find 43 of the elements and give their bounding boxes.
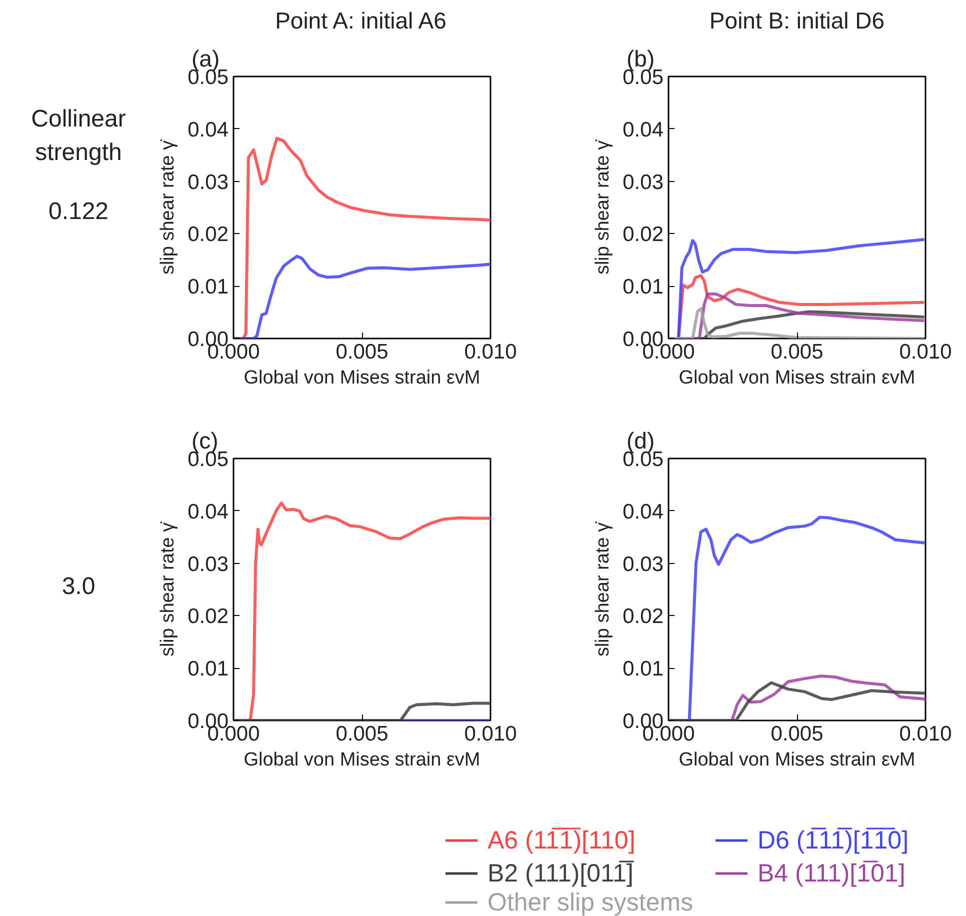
x-tick-label: 0.005 [770, 722, 824, 746]
x-axis-title: Global von Mises strain εvM [244, 750, 480, 770]
x-axis-title: Global von Mises strain εvM [244, 368, 480, 388]
y-tick-label: 0.01 [622, 276, 664, 299]
x-tick-label: 0.005 [336, 340, 388, 364]
x-axis-title: Global von Mises strain εvM [678, 750, 916, 770]
x-axis-title: Global von Mises strain εvM [678, 368, 916, 388]
y-axis-title: slip shear rate γ̇ [158, 521, 179, 657]
legend-label: A6 (11̅1̅)[110] [488, 826, 636, 854]
y-tick-label: 0.04 [188, 500, 229, 524]
legend-label: Other slip systems [488, 888, 694, 916]
y-tick-label: 0.01 [188, 658, 229, 681]
x-tick-label: 0.005 [770, 340, 824, 364]
y-tick-label: 0.04 [188, 118, 229, 142]
legend-label: D6 (1̅11̅)[1̅1̅0] [758, 826, 909, 854]
y-tick-label: 0.01 [188, 276, 229, 299]
y-tick-label: 0.04 [622, 500, 664, 524]
x-tick-label: 0.005 [336, 722, 388, 746]
text: Collinear strength [31, 105, 126, 166]
y-tick-label: 0.02 [622, 605, 664, 628]
y-tick-label: 0.03 [622, 552, 664, 576]
y-tick-label: 0.03 [188, 552, 229, 576]
legend-label: B4 (111)[1̅01] [758, 860, 906, 888]
chart-title: Point B: initial D6 [709, 8, 885, 34]
y-axis-title: slip shear rate γ̇ [158, 139, 179, 275]
y-axis-title: slip shear rate γ̇ [592, 521, 614, 657]
text: 3.0 [62, 572, 96, 600]
y-tick-label: 0.04 [622, 118, 664, 142]
text: 0.122 [48, 198, 109, 225]
y-tick-label: 0.02 [188, 223, 229, 246]
y-axis-title: slip shear rate γ̇ [592, 139, 614, 275]
x-tick-label: 0.010 [464, 340, 517, 364]
y-tick-label: 0.02 [622, 223, 664, 246]
legend-label: B2 (111)[011̅] [488, 860, 634, 888]
x-tick-label: 0.010 [899, 340, 952, 364]
x-tick-label: 0.010 [899, 722, 952, 746]
chart-title: Point A: initial A6 [275, 8, 446, 34]
y-tick-label: 0.03 [188, 170, 229, 194]
x-tick-label: 0.010 [464, 722, 517, 746]
y-tick-label: 0.02 [188, 605, 229, 628]
text: (c) [192, 428, 218, 454]
y-tick-label: 0.01 [622, 658, 664, 681]
y-tick-label: 0.03 [622, 170, 664, 194]
